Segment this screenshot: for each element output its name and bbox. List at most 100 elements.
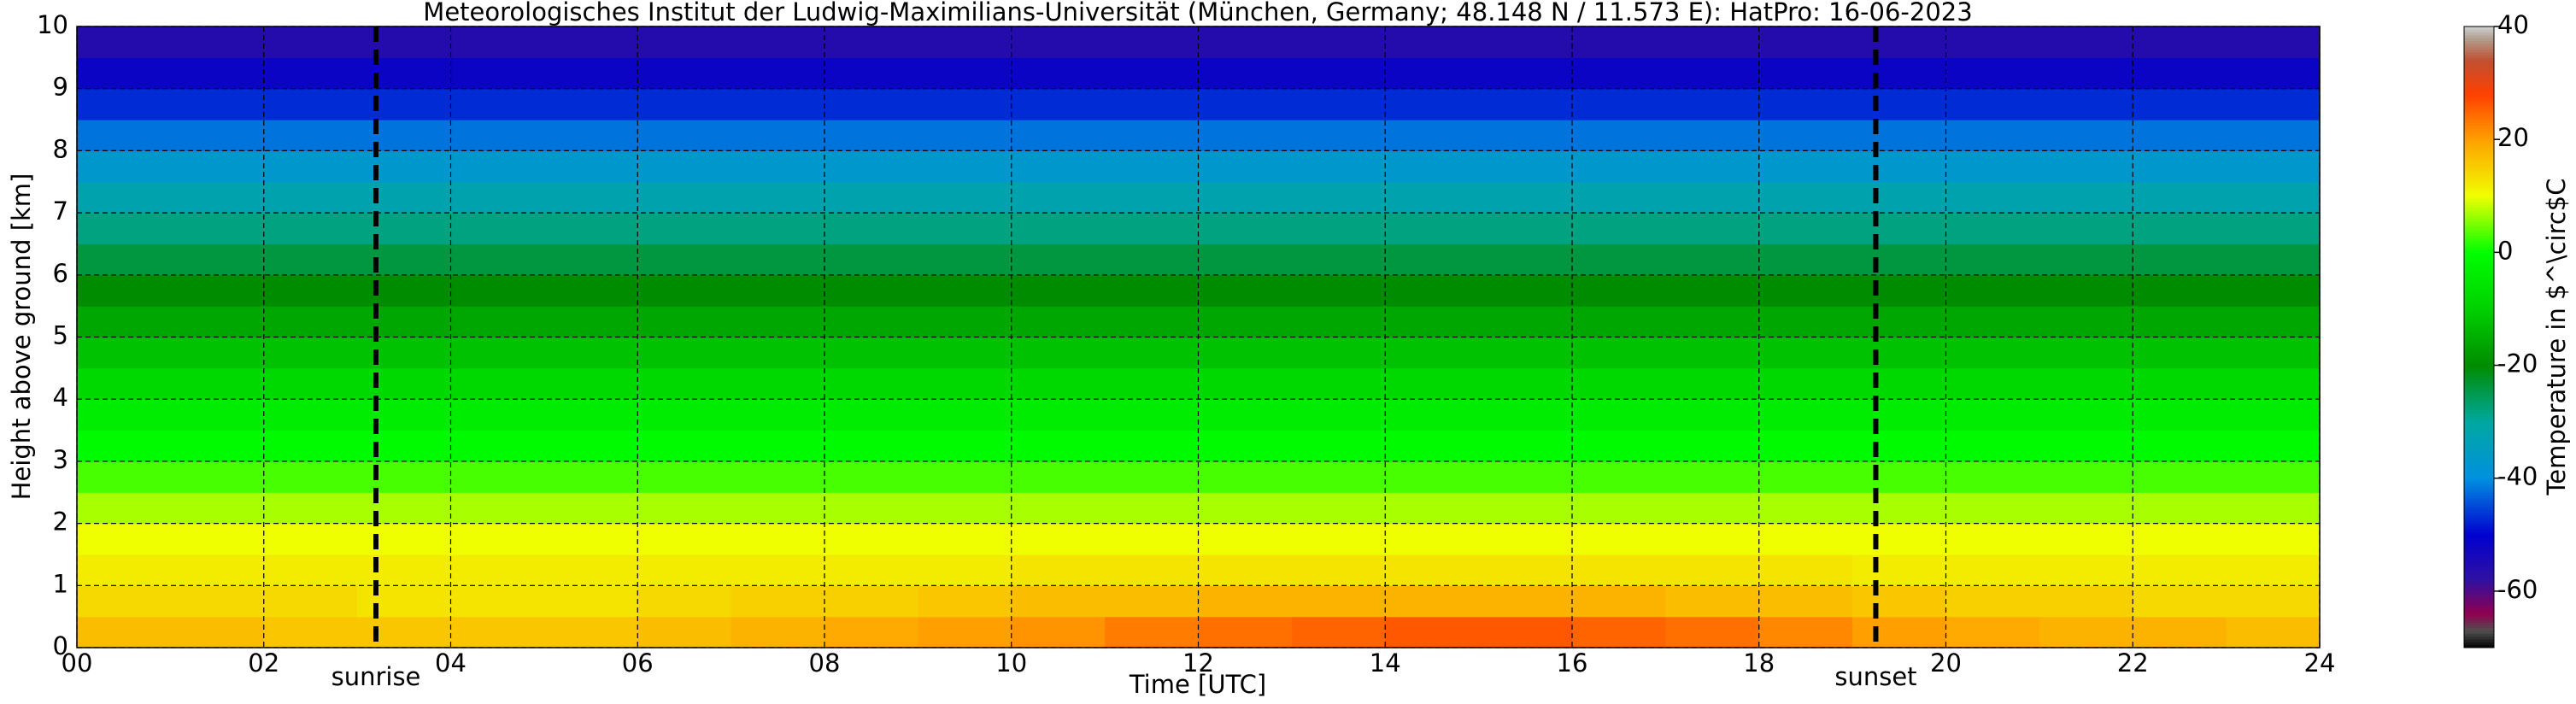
heatmap-cell: [1385, 367, 1480, 400]
colorbar-segment: [2464, 432, 2494, 437]
colorbar-segment: [2464, 371, 2494, 374]
heatmap-cell: [918, 57, 1012, 90]
heatmap-cell: [731, 399, 825, 431]
heatmap-cell: [1105, 213, 1200, 245]
colorbar-frame: [2463, 26, 2495, 648]
heatmap-cell: [450, 399, 545, 431]
heatmap-cell: [170, 57, 265, 90]
heatmap-cell: [1198, 213, 1293, 245]
heatmap-cell: [1291, 492, 1386, 525]
colorbar-segment: [2464, 55, 2494, 58]
heatmap-cell: [731, 461, 825, 493]
x-tick-label: 10: [995, 648, 1027, 678]
colorbar-segment: [2464, 85, 2494, 90]
heatmap-cell: [170, 461, 265, 493]
colorbar-segment: [2464, 235, 2494, 239]
colorbar-segment: [2464, 642, 2494, 646]
colorbar-segment: [2464, 492, 2494, 496]
y-tick-label: 6: [53, 259, 68, 288]
colorbar-segment: [2464, 308, 2494, 313]
heatmap-cell: [1011, 430, 1106, 462]
heatmap-cell: [450, 306, 545, 338]
heatmap-cell: [1478, 88, 1573, 120]
heatmap-cell: [918, 306, 1012, 338]
heatmap-cell: [918, 88, 1012, 120]
colorbar-tick-label: 40: [2497, 10, 2529, 39]
colorbar-segment: [2464, 139, 2494, 143]
heatmap-cell: [1478, 306, 1573, 338]
heatmap-cell: [1198, 57, 1293, 90]
colorbar-segment: [2464, 402, 2494, 406]
heatmap-cell: [170, 399, 265, 431]
colorbar-segment: [2464, 77, 2494, 81]
heatmap-cell: [450, 181, 545, 214]
heatmap-cell: [1385, 26, 1480, 58]
heatmap-cell: [637, 492, 732, 525]
heatmap-cell: [2133, 274, 2227, 307]
colorbar-segment: [2464, 520, 2494, 525]
heatmap-cell: [1758, 399, 1853, 431]
heatmap-cell: [77, 274, 171, 307]
heatmap-cell: [77, 523, 171, 555]
colorbar-segment: [2464, 204, 2494, 208]
y-tick-label: 5: [53, 321, 68, 350]
heatmap-cell: [1478, 243, 1573, 276]
colorbar-segment: [2464, 351, 2494, 355]
heatmap-cell: [77, 337, 171, 369]
heatmap-cell: [1665, 616, 1760, 648]
heatmap-cell: [1945, 399, 2040, 431]
colorbar-tick-label: -20: [2497, 349, 2538, 378]
heatmap-cell: [731, 26, 825, 58]
heatmap-cell: [1011, 26, 1106, 58]
colorbar-segment: [2464, 57, 2494, 62]
colorbar-segment: [2464, 201, 2494, 205]
heatmap-cell: [1105, 585, 1200, 618]
heatmap-cell: [170, 430, 265, 462]
heatmap-cell: [357, 120, 452, 151]
heatmap-cell: [1291, 461, 1386, 493]
colorbar-segment: [2464, 551, 2494, 555]
heatmap-cell: [637, 150, 732, 183]
colorbar-segment: [2464, 359, 2494, 363]
heatmap-cell: [1105, 399, 1200, 431]
colorbar-segment: [2464, 32, 2494, 36]
heatmap-cell: [1852, 554, 1947, 586]
heatmap-cell: [1852, 213, 1947, 245]
colorbar-segment: [2464, 173, 2494, 177]
heatmap-cell: [1945, 120, 2040, 151]
heatmap-cell: [637, 181, 732, 214]
colorbar-segment: [2464, 506, 2494, 510]
heatmap-cell: [263, 461, 358, 493]
heatmap-cell: [2226, 243, 2321, 276]
heatmap-cell: [543, 181, 638, 214]
heatmap-cell: [824, 57, 918, 90]
heatmap-cell: [170, 585, 265, 618]
colorbar-segment: [2464, 192, 2494, 197]
colorbar-segment: [2464, 475, 2494, 479]
heatmap-cell: [731, 585, 825, 618]
colorbar-segment: [2464, 562, 2494, 566]
heatmap-cell: [1758, 181, 1853, 214]
colorbar-tick-label: -60: [2497, 575, 2538, 604]
colorbar-segment: [2464, 88, 2494, 92]
heatmap-cell: [543, 120, 638, 151]
heatmap-cell: [1011, 213, 1106, 245]
heatmap-cell: [1945, 337, 2040, 369]
colorbar-segment: [2464, 537, 2494, 541]
heatmap-cell: [450, 26, 545, 58]
colorbar-segment: [2464, 529, 2494, 533]
heatmap-cell: [170, 120, 265, 151]
colorbar-segment: [2464, 373, 2494, 378]
colorbar-segment: [2464, 546, 2494, 549]
heatmap-cell: [637, 88, 732, 120]
heatmap-cell: [1385, 554, 1480, 586]
heatmap-cell: [170, 213, 265, 245]
heatmap-cell: [2039, 120, 2133, 151]
x-tick-label: 24: [2304, 648, 2336, 678]
heatmap-cell: [1385, 585, 1480, 618]
colorbar-segment: [2464, 481, 2494, 484]
heatmap-cell: [1852, 181, 1947, 214]
heatmap-cell: [1945, 367, 2040, 400]
heatmap-cell: [263, 243, 358, 276]
heatmap-cell: [824, 181, 918, 214]
